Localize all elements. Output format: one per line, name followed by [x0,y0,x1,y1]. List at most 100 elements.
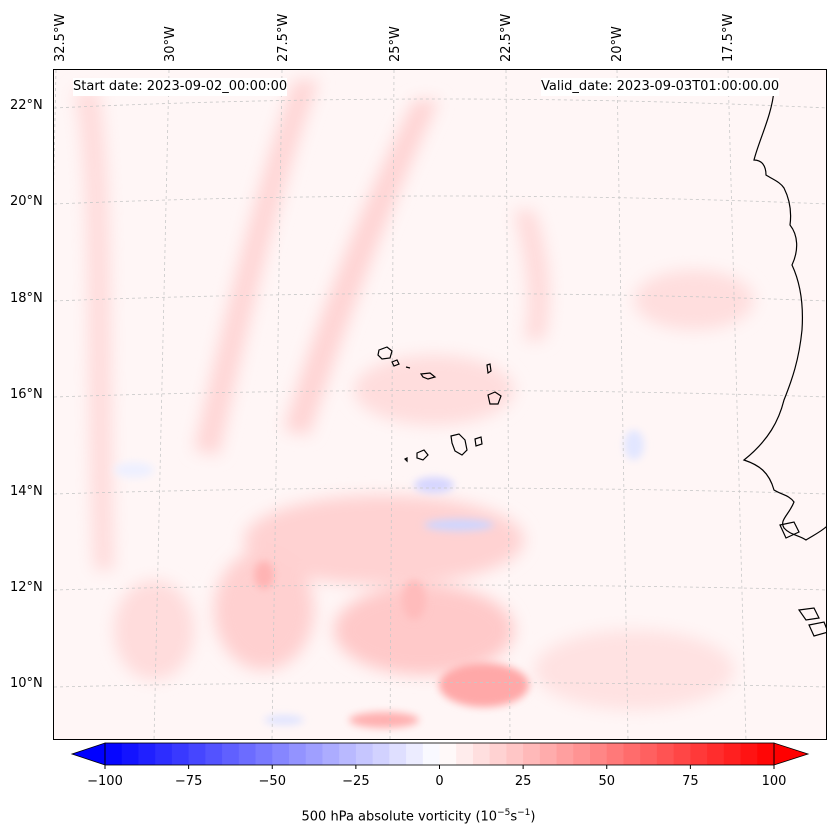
colorbar-cell [707,743,725,765]
start-date-label: Start date: 2023-09-02_00:00:00 [73,78,288,96]
negative-vorticity-blob [624,430,644,460]
colorbar-cell [656,743,675,765]
island-fogo [416,449,429,461]
colorbar-tick-label: −100 [87,774,123,789]
lat-label: 16°N [10,387,43,402]
colorbar-cell [640,743,658,765]
colorbar-ticks: −100 −75 −50 −25 0 25 50 75 100 [87,765,786,789]
colorbar-cell [623,743,641,765]
vorticity-blob [354,355,514,425]
colorbar-cells [105,743,775,765]
colorbar-cell [606,743,625,765]
gridline-lon [727,70,747,739]
vorticity-blob [334,585,514,675]
island-santa-luzia [405,366,411,369]
colorbar-cell [188,743,206,765]
lon-label: 20°W [610,26,625,62]
lat-label: 22°N [10,98,43,113]
gridline-lon [505,70,511,739]
colorbar-cell [155,743,173,765]
lat-label: 14°N [10,484,43,499]
colorbar-cell [489,743,507,765]
colorbar-cell [723,743,742,765]
colorbar-cell [757,743,775,765]
island-maio [474,436,483,447]
island-boa-vista [487,391,502,405]
gridline-lat [54,293,826,302]
colorbar-tick-label: −25 [342,774,369,789]
gridline-lat [54,98,826,109]
colorbar-cell [205,743,223,765]
lon-label: 27.5°W [276,13,291,62]
positive-vorticity-areas [74,80,754,710]
colorbar-tick-label: 100 [762,774,787,789]
lat-label: 10°N [10,676,43,691]
vorticity-field [54,70,826,739]
island-sal [486,363,492,375]
colorbar-label: 500 hPa absolute vorticity (10−5s−1) [301,808,536,825]
colorbar-cell [456,743,474,765]
gridline-lon [153,70,170,739]
colorbar-cell [138,743,156,765]
gridline-lat [54,584,826,591]
negative-vorticity-blob [114,462,154,478]
vorticity-blob [534,630,734,710]
colorbar-cell [422,743,441,765]
colorbar-cell [439,743,457,765]
island-sao-nicolau [419,372,437,380]
gridline-lat [54,487,826,495]
colorbar-cell [406,743,424,765]
island-sao-vicente [391,359,400,367]
colorbar: −100 −75 −50 −25 0 25 50 75 100 [70,742,810,789]
colorbar-cell [105,743,123,765]
vorticity-band [514,210,550,340]
island-santo-antao [377,346,393,360]
colorbar-cell [322,743,340,765]
colorbar-tick-label: −75 [175,774,202,789]
colorbar-cell [272,743,290,765]
colorbar-extend-high [773,742,810,766]
lon-label: 22.5°W [499,13,514,62]
coastline-detail [808,621,826,637]
gridline-lon [616,70,629,739]
colorbar-cell [523,743,541,765]
gridline-lat [54,390,826,398]
strong-vorticity-cores [254,561,529,728]
lon-label: 30°W [163,26,178,62]
lat-label: 20°N [10,194,43,209]
vorticity-blob [114,580,194,680]
lat-label: 18°N [10,291,43,306]
vorticity-core [254,561,274,589]
map-panel[interactable] [53,69,827,740]
colorbar-extend-low [70,742,106,766]
colorbar-tick-label: 50 [598,774,615,789]
vorticity-band [194,80,319,455]
colorbar-cell [539,743,558,765]
valid-date-label: Valid_date: 2023-09-03T01:00:00.00 [541,78,780,96]
gridline-lat [54,682,826,688]
colorbar-cell [372,743,390,765]
vorticity-band [284,100,439,435]
colorbar-cell [339,743,357,765]
vorticity-blob [634,270,754,330]
colorbar-tick-label: −50 [259,774,286,789]
bijagos-islands [797,607,820,621]
colorbar-cell [556,743,574,765]
vorticity-blob [244,495,524,585]
colorbar-cell [222,743,240,765]
colorbar-tick-label: 75 [682,774,699,789]
lon-label: 17.5°W [721,13,736,62]
colorbar-cell [121,743,140,765]
island-santiago [450,433,468,456]
colorbar-cell [171,743,190,765]
vorticity-core [349,712,419,728]
colorbar-cell [590,743,608,765]
colorbar-cell [305,743,324,765]
colorbar-cell [573,743,591,765]
lon-label: 25°W [388,26,403,62]
colorbar-cell [690,743,708,765]
colorbar-cell [472,743,491,765]
island-brava [403,457,408,463]
coastline-detail [779,521,800,539]
vorticity-band [74,90,114,570]
